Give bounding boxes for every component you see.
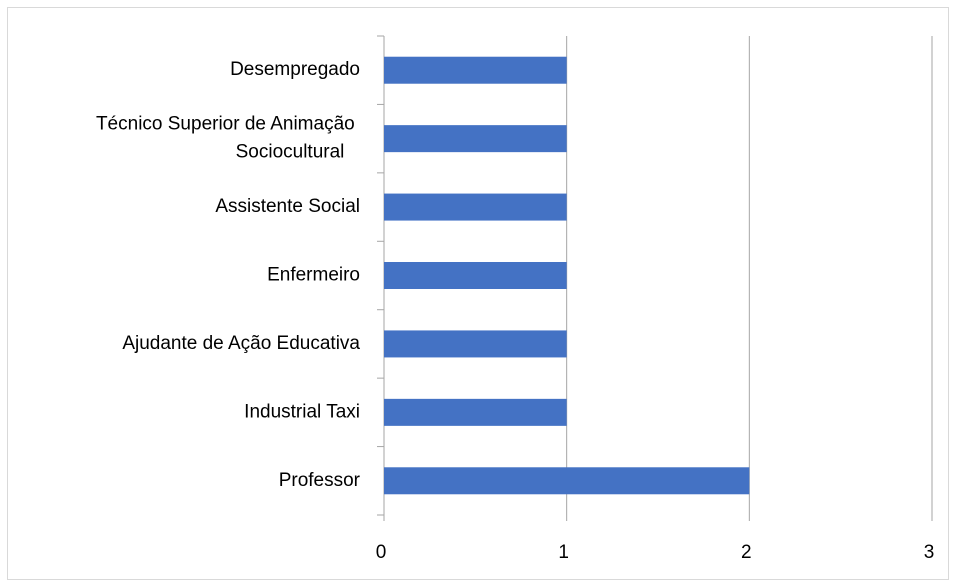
y-tick-label: Professor	[279, 470, 361, 491]
y-tick-label: Enfermeiro	[267, 265, 360, 286]
bar	[384, 193, 567, 221]
y-tick-label: Técnico Superior de Animação Sociocultur…	[96, 114, 360, 163]
y-tick-label: Assistente Social	[215, 196, 360, 217]
x-tick-label: 0	[376, 542, 387, 563]
bar	[384, 467, 750, 495]
bar	[384, 262, 567, 289]
y-tick-label: Industrial Taxi	[244, 401, 360, 422]
bar	[384, 398, 567, 426]
y-tick-label: Desempregado	[230, 59, 360, 80]
x-tick-label: 3	[924, 542, 935, 563]
bar	[384, 56, 567, 84]
x-tick-label: 1	[558, 542, 569, 563]
y-tick-label: Ajudante de Ação Educativa	[122, 333, 360, 354]
x-tick-label: 2	[741, 542, 752, 563]
bar	[384, 125, 567, 153]
bar	[384, 330, 567, 358]
